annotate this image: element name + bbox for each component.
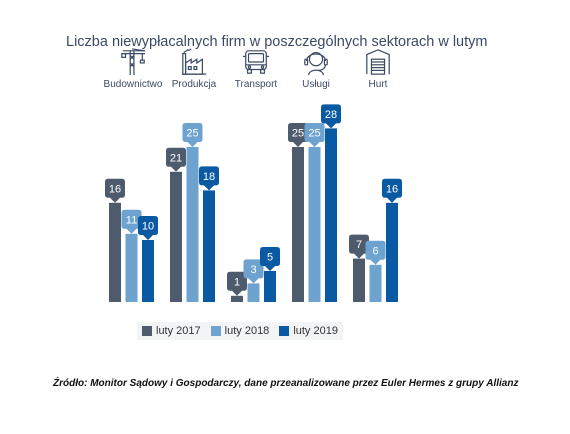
data-label: 25 xyxy=(292,128,304,140)
category-label: Budownictwo xyxy=(104,79,163,90)
data-label: 25 xyxy=(186,128,198,140)
crane-icon xyxy=(121,48,146,76)
bar xyxy=(170,171,182,302)
bar xyxy=(325,128,337,302)
bar xyxy=(125,233,138,302)
data-label: 10 xyxy=(142,221,154,233)
value-callout xyxy=(321,104,341,129)
value-callout xyxy=(382,178,402,203)
legend-item: luty 2019 xyxy=(279,325,338,337)
category-icons: Budownictwo Produkcja Transport Usługi Hurt xyxy=(104,48,390,90)
category-label: Hurt xyxy=(369,79,388,90)
chart-title: Liczba niewypłacalnych firm w poszczegól… xyxy=(66,34,488,50)
value-callout xyxy=(138,216,158,240)
bar xyxy=(353,258,365,302)
warehouse-icon xyxy=(366,49,390,75)
legend-label: luty 2018 xyxy=(224,325,270,337)
data-label: 6 xyxy=(372,245,378,257)
value-callout xyxy=(199,166,219,191)
value-callout xyxy=(349,234,369,259)
category-label: Usługi xyxy=(302,79,330,90)
value-callout xyxy=(365,240,386,265)
legend: luty 2017 luty 2018 luty 2019 xyxy=(137,322,343,340)
data-label: 11 xyxy=(126,214,137,226)
bar xyxy=(231,295,243,302)
value-callout xyxy=(288,123,308,147)
bar xyxy=(247,283,260,302)
factory-icon xyxy=(181,48,207,75)
legend-item: luty 2017 xyxy=(142,325,201,337)
truck-icon xyxy=(242,50,270,74)
data-label: 18 xyxy=(203,171,215,183)
bars: 16 21 1 25 7 11 25 3 25 6 10 18 5 28 16 xyxy=(105,104,402,302)
value-callout xyxy=(227,271,247,296)
data-label: 3 xyxy=(250,264,256,276)
data-label: 16 xyxy=(109,183,121,195)
source-note: Źródło: Monitor Sądowy i Gospodarczy, da… xyxy=(53,378,519,389)
bar xyxy=(203,190,215,302)
data-label: 25 xyxy=(308,128,320,140)
value-callout xyxy=(304,123,325,147)
bar xyxy=(186,147,199,302)
bar xyxy=(308,147,321,302)
category-label: Produkcja xyxy=(172,79,217,90)
category-label: Transport xyxy=(235,79,278,90)
data-label: 1 xyxy=(234,276,240,288)
headset-icon xyxy=(304,52,328,76)
data-label: 16 xyxy=(386,183,398,195)
value-callout xyxy=(166,147,186,172)
bar xyxy=(369,264,382,302)
legend-swatch xyxy=(210,326,221,336)
data-label: 21 xyxy=(170,152,182,164)
legend-label: luty 2019 xyxy=(293,325,338,337)
legend-swatch xyxy=(142,326,152,336)
bar xyxy=(292,147,304,302)
bar xyxy=(386,202,398,302)
data-label: 7 xyxy=(356,239,362,251)
data-label: 5 xyxy=(267,252,273,264)
bar xyxy=(109,202,121,302)
value-callout xyxy=(243,259,264,284)
legend-item: luty 2018 xyxy=(210,325,270,337)
value-callout xyxy=(121,209,142,234)
legend-swatch xyxy=(279,326,290,336)
data-label: 28 xyxy=(325,109,337,121)
value-callout xyxy=(260,247,280,271)
value-callout xyxy=(105,178,125,203)
value-callout xyxy=(182,123,203,147)
bar xyxy=(264,271,276,302)
bar xyxy=(142,240,154,302)
legend-label: luty 2017 xyxy=(156,325,201,337)
